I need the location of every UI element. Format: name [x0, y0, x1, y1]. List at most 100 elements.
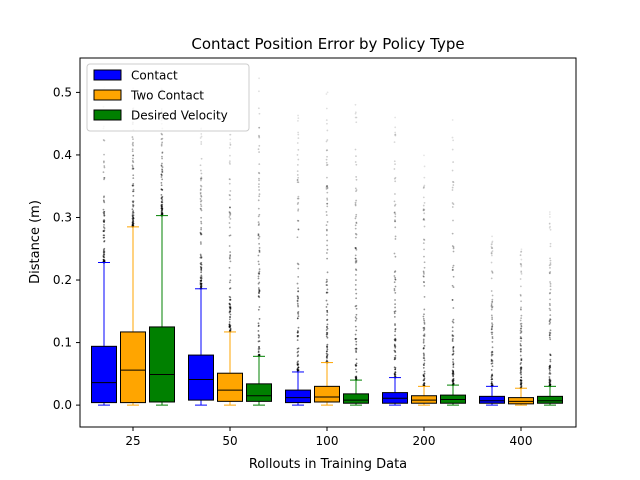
outlier-point: [296, 363, 299, 366]
outlier-point: [422, 334, 425, 337]
outlier-point: [354, 288, 357, 291]
outlier-point: [520, 337, 523, 340]
outlier-point: [519, 354, 522, 357]
outlier-point: [296, 236, 299, 239]
outlier-point: [297, 131, 300, 134]
outlier-point: [102, 220, 105, 223]
outlier-point: [132, 218, 134, 221]
outlier-point: [161, 208, 164, 211]
outlier-point: [131, 200, 134, 203]
outlier-point: [520, 258, 523, 261]
outlier-point: [229, 309, 232, 312]
outlier-point: [549, 285, 552, 288]
outlier-point: [354, 268, 357, 271]
outlier-point: [257, 295, 260, 298]
outlier-point: [103, 223, 105, 226]
outlier-point: [520, 270, 523, 273]
outlier-point: [393, 338, 396, 341]
outlier-point: [296, 295, 299, 298]
outlier-point: [229, 214, 231, 216]
outlier-point: [160, 205, 163, 208]
outlier-point: [452, 377, 455, 380]
outlier-point: [549, 272, 551, 275]
outlier-point: [297, 290, 300, 293]
outlier-point: [257, 134, 260, 137]
outlier-point: [160, 132, 163, 135]
outlier-point: [200, 157, 203, 160]
outlier-point: [258, 317, 261, 320]
outlier-point: [326, 191, 329, 194]
outlier-point: [394, 133, 396, 136]
outlier-point: [326, 336, 329, 339]
outlier-point: [355, 190, 357, 193]
outlier-point: [491, 254, 493, 257]
outlier-point: [325, 333, 328, 336]
outlier-point: [297, 304, 299, 307]
outlier-point: [452, 350, 455, 353]
outlier-point: [160, 181, 163, 184]
outlier-point: [132, 174, 135, 177]
outlier-point: [199, 232, 202, 235]
outlier-points: [548, 211, 552, 388]
outlier-point: [452, 286, 455, 288]
outlier-point: [520, 358, 523, 361]
outlier-point: [423, 165, 426, 168]
outlier-point: [257, 234, 260, 237]
outlier-point: [549, 364, 551, 367]
outlier-point: [326, 291, 329, 294]
outlier-point: [296, 330, 299, 332]
outlier-point: [131, 184, 134, 187]
outlier-point: [393, 211, 396, 214]
outlier-point: [199, 188, 202, 191]
outlier-point: [257, 237, 260, 240]
outlier-point: [296, 317, 299, 320]
outlier-point: [394, 338, 397, 341]
outlier-point: [257, 233, 260, 235]
outlier-point: [102, 199, 105, 202]
outlier-point: [549, 281, 551, 283]
outlier-point: [549, 292, 552, 294]
y-tick-label: 0.4: [53, 148, 72, 162]
x-axis-label: Rollouts in Training Data: [249, 457, 407, 472]
outlier-point: [355, 292, 358, 295]
outlier-point: [325, 278, 328, 281]
outlier-point: [519, 327, 522, 330]
outlier-point: [325, 329, 328, 331]
outlier-point: [199, 192, 202, 195]
outlier-point: [326, 346, 329, 349]
outlier-point: [257, 351, 260, 354]
outlier-point: [423, 321, 426, 324]
outlier-point: [258, 272, 261, 275]
outlier-point: [229, 154, 231, 157]
outlier-point: [326, 271, 329, 274]
iqr-box: [246, 383, 272, 402]
outlier-point: [200, 266, 203, 269]
outlier-point: [423, 333, 426, 336]
outlier-point: [548, 376, 551, 378]
outlier-point: [258, 172, 261, 175]
outlier-point: [258, 112, 261, 115]
outlier-point: [520, 325, 523, 328]
outlier-point: [258, 335, 261, 337]
outlier-point: [490, 380, 493, 383]
outlier-point: [325, 164, 328, 167]
outlier-point: [229, 212, 232, 214]
outlier-point: [354, 246, 357, 249]
outlier-point: [423, 308, 426, 311]
outlier-point: [132, 138, 134, 141]
outlier-point: [393, 310, 396, 313]
outlier-point: [200, 228, 202, 231]
outlier-point: [355, 189, 358, 191]
outlier-point: [491, 272, 494, 274]
outlier-point: [297, 119, 299, 122]
outlier-point: [199, 198, 202, 200]
outlier-point: [103, 176, 106, 179]
outlier-point: [422, 217, 425, 220]
outlier-point: [132, 167, 135, 170]
y-axis-label: Distance (m): [28, 200, 43, 284]
outlier-point: [161, 168, 163, 171]
outlier-point: [423, 261, 426, 264]
outlier-point: [257, 186, 260, 188]
outlier-point: [297, 228, 300, 231]
outlier-point: [257, 336, 260, 339]
